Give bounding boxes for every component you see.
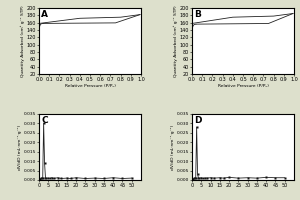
Text: D: D bbox=[194, 116, 202, 125]
Y-axis label: Quantity Adsorbed (cm³ g⁻¹ STP): Quantity Adsorbed (cm³ g⁻¹ STP) bbox=[20, 5, 25, 77]
Text: B: B bbox=[194, 10, 201, 19]
Text: A: A bbox=[41, 10, 48, 19]
Y-axis label: dV/dD (mL·nm⁻¹·g⁻¹): dV/dD (mL·nm⁻¹·g⁻¹) bbox=[171, 124, 175, 170]
Text: C: C bbox=[41, 116, 48, 125]
Y-axis label: Quantity Adsorbed (cm³ g⁻¹ STP): Quantity Adsorbed (cm³ g⁻¹ STP) bbox=[173, 5, 178, 77]
X-axis label: Relative Pressure (P/P₀): Relative Pressure (P/P₀) bbox=[218, 84, 268, 88]
X-axis label: Relative Pressure (P/P₀): Relative Pressure (P/P₀) bbox=[64, 84, 116, 88]
Y-axis label: dV/dD (mL·nm⁻¹·g⁻¹): dV/dD (mL·nm⁻¹·g⁻¹) bbox=[18, 124, 22, 170]
